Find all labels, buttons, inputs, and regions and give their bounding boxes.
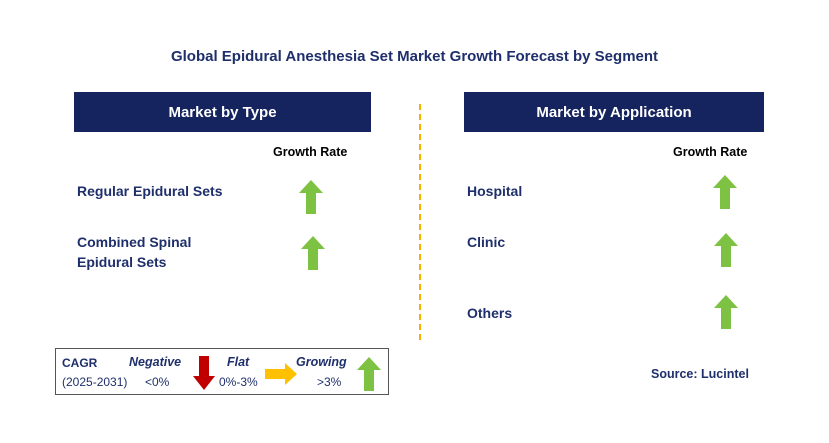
legend-cagr-label: CAGR [62,356,98,370]
orange-right-arrow-icon [265,363,297,385]
panel-divider [419,104,421,340]
source-note: Source: Lucintel [651,367,749,381]
application-growth-rate-header: Growth Rate [673,145,748,159]
legend-flat-label: Flat [227,355,250,369]
cagr-legend: CAGR (2025-2031) Negative <0% Flat 0%-3%… [55,348,389,395]
green-up-arrow-icon [301,236,325,270]
market-by-type-header: Market by Type [74,92,371,132]
segment-label-hospital: Hospital [467,183,523,199]
legend-period: (2025-2031) [62,375,128,389]
page-title: Global Epidural Anesthesia Set Market Gr… [170,48,659,65]
segment-label-regular-epidural-sets: Regular Epidural Sets [77,183,223,199]
green-up-arrow-icon [357,357,381,391]
red-down-arrow-icon [193,356,215,390]
segment-label-others: Others [467,305,513,321]
segment-label-clinic: Clinic [467,234,506,250]
green-up-arrow-icon [714,233,738,267]
legend-negative-range: <0% [145,375,170,389]
type-growth-rate-header: Growth Rate [273,145,348,159]
legend-flat-range: 0%-3% [219,375,258,389]
green-up-arrow-icon [714,295,738,329]
legend-growing-range: >3% [317,375,342,389]
green-up-arrow-icon [299,180,323,214]
green-up-arrow-icon [713,175,737,209]
segment-label-combined-spinal-epidural-sets: Combined Spinal Epidural Sets [77,234,192,270]
legend-growing-label: Growing [296,355,347,369]
legend-negative-label: Negative [129,355,182,369]
market-by-application-header: Market by Application [464,92,764,132]
